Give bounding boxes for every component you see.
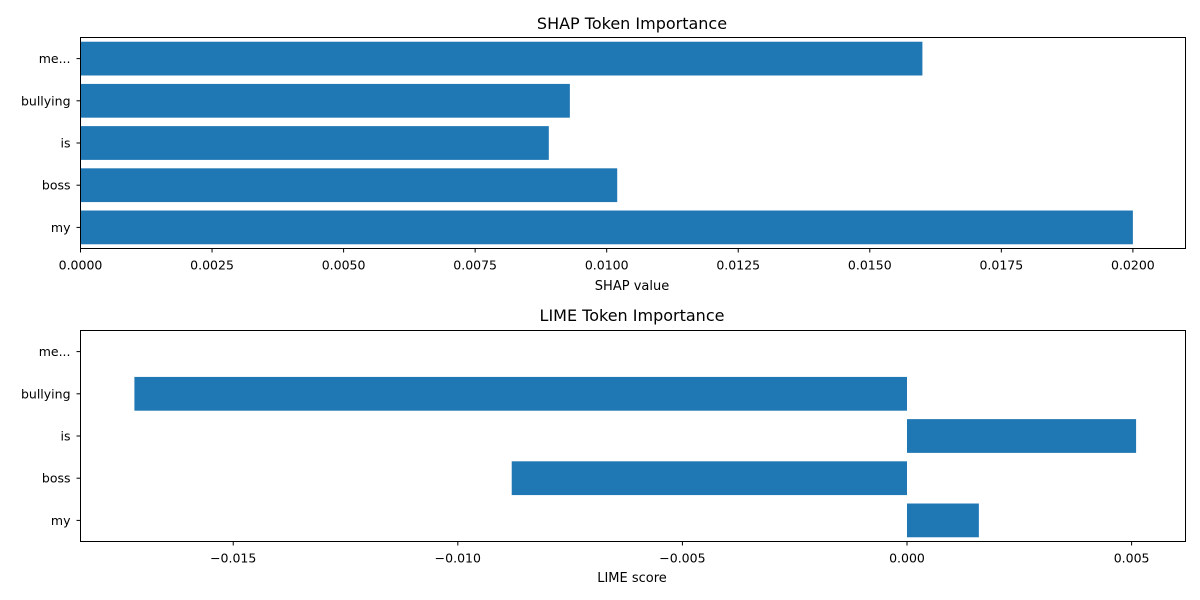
lime-y-tick-label: me... [39, 344, 71, 359]
lime-bars [134, 376, 1137, 538]
shap-x-tick-label: 0.0075 [453, 258, 497, 273]
lime-y-axis: me... bullying is boss my [21, 344, 81, 528]
shap-x-tick-label: 0.0150 [848, 258, 892, 273]
shap-y-tick-label: is [61, 136, 71, 151]
shap-bar-5 [80, 210, 1133, 245]
shap-x-tick-label: 0.0050 [322, 258, 366, 273]
shap-x-tick-label: 0.0125 [716, 258, 760, 273]
lime-bar-4 [511, 461, 908, 496]
shap-x-axis-label: SHAP value [595, 279, 669, 294]
shap-bar-4 [80, 168, 618, 203]
shap-y-tick-label: boss [42, 178, 71, 193]
lime-panel: LIME Token Importance me... bullying is bos… [21, 306, 1186, 586]
shap-y-axis: me... bullying is boss my [21, 51, 81, 235]
lime-x-axis: −0.015 −0.010 −0.005 0.000 0.005 [210, 541, 1150, 566]
lime-bar-5 [907, 503, 979, 538]
lime-y-tick-label: boss [42, 471, 71, 486]
shap-y-tick-label: me... [39, 51, 71, 66]
shap-bar-1 [80, 41, 923, 76]
lime-x-axis-label: LIME score [597, 571, 667, 586]
shap-x-axis: 0.0000 0.0025 0.0050 0.0075 0.0100 0.0125 0.01… [59, 248, 1155, 273]
lime-chart-title: LIME Token Importance [540, 306, 725, 325]
shap-x-tick-label: 0.0200 [1111, 258, 1155, 273]
lime-x-tick-label: −0.005 [659, 551, 705, 566]
shap-x-tick-label: 0.0025 [190, 258, 234, 273]
shap-y-tick-label: my [51, 220, 71, 235]
shap-y-tick-label: bullying [21, 93, 71, 108]
shap-x-tick-label: 0.0175 [979, 258, 1023, 273]
lime-x-tick-label: 0.000 [889, 551, 925, 566]
lime-x-tick-label: 0.005 [1114, 551, 1150, 566]
shap-bar-3 [80, 126, 549, 160]
shap-chart-title: SHAP Token Importance [537, 14, 727, 33]
shap-panel: SHAP Token Importance me... bullying is bos… [21, 14, 1186, 294]
lime-y-tick-label: bullying [21, 386, 71, 401]
lime-y-tick-label: is [61, 429, 71, 444]
shap-bars [80, 41, 1133, 245]
lime-x-tick-label: −0.010 [435, 551, 481, 566]
lime-bar-2 [134, 376, 908, 411]
shap-bar-2 [80, 83, 570, 118]
shap-x-tick-label: 0.0100 [585, 258, 629, 273]
lime-x-tick-label: −0.015 [210, 551, 256, 566]
shap-x-tick-label: 0.0000 [59, 258, 103, 273]
lime-y-tick-label: my [51, 513, 71, 528]
lime-bar-3 [907, 419, 1137, 453]
